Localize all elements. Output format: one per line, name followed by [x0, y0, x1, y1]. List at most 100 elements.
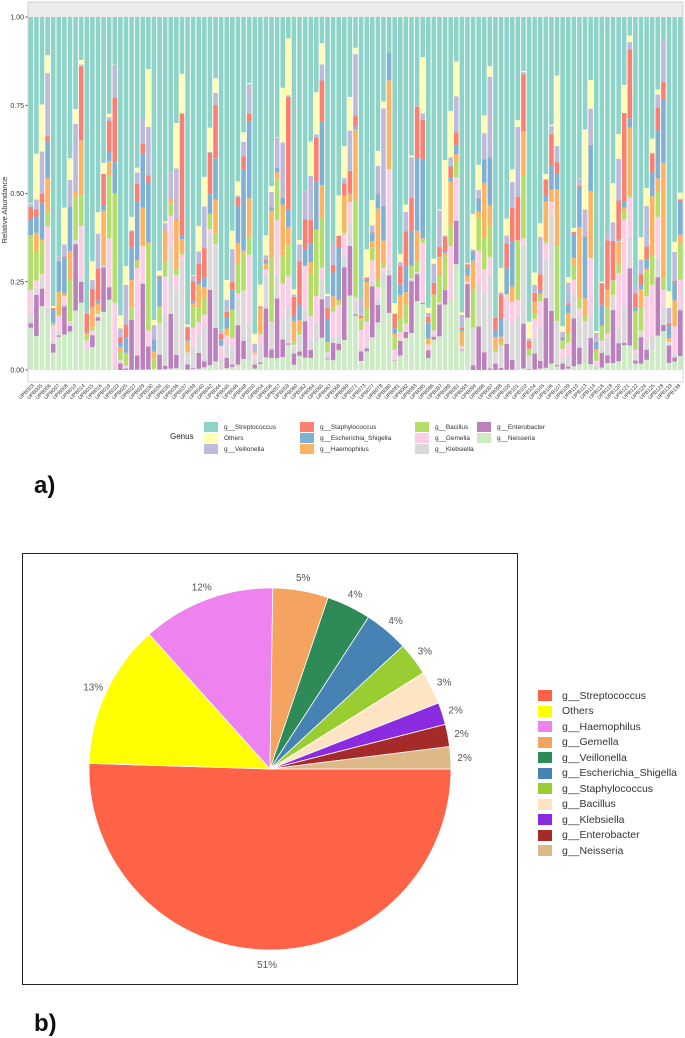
bar-segment — [600, 283, 605, 284]
bar-segment — [252, 353, 257, 354]
bar-segment — [398, 340, 403, 341]
bar-segment — [583, 298, 588, 317]
bar-segment — [314, 296, 319, 322]
bar-segment — [213, 158, 218, 199]
bar-segment — [68, 280, 73, 321]
bar-segment — [656, 217, 661, 258]
bar-segment — [292, 297, 297, 316]
bar-segment — [381, 272, 386, 282]
bar-segment — [454, 62, 459, 97]
bar-segment — [460, 329, 465, 331]
legend-label: g__Escherichia_Shigella — [320, 435, 391, 442]
legend-swatch — [538, 830, 552, 841]
bar-segment — [224, 318, 229, 329]
bar-segment — [633, 308, 638, 312]
bar-segment — [432, 340, 437, 370]
bar-segment — [68, 180, 73, 206]
bar-segment — [667, 323, 672, 325]
bar-segment — [219, 339, 224, 345]
bar-segment — [493, 350, 498, 352]
bar-segment — [628, 196, 633, 198]
bar-segment — [392, 334, 397, 337]
bar-segment — [308, 358, 313, 370]
bar-segment — [29, 219, 34, 235]
bar-segment — [566, 367, 571, 369]
bar-segment — [140, 143, 145, 154]
bar-segment — [124, 368, 129, 370]
bar-segment — [252, 344, 257, 352]
bar-segment — [353, 297, 358, 300]
bar-segment — [628, 36, 633, 43]
bar-segment — [650, 256, 655, 285]
bar-segment — [348, 194, 353, 202]
bar-segment — [437, 17, 442, 209]
pie-slice-label: 51% — [257, 960, 277, 971]
bar-segment — [661, 40, 666, 81]
bar-segment — [320, 338, 325, 370]
bar-segment — [476, 198, 481, 199]
pie-slice-label: 2% — [457, 753, 472, 764]
bar-segment — [336, 301, 341, 305]
pie-legend-item: g__Bacillus — [538, 797, 677, 813]
bar-segment — [56, 292, 61, 315]
bar-segment — [62, 294, 67, 296]
bar-segment — [611, 281, 616, 295]
bar-segment — [527, 341, 532, 349]
legend-label: g__Gemella — [562, 736, 619, 748]
bar-segment — [118, 337, 123, 343]
bar-segment — [79, 66, 84, 140]
bar-segment — [572, 280, 577, 294]
bar-segment — [90, 334, 95, 335]
bar-segment — [572, 318, 577, 366]
bar-segment — [146, 369, 151, 370]
bar-segment — [325, 308, 330, 318]
pie-legend-item: g__Staphylococcus — [538, 781, 677, 797]
bar-segment — [264, 260, 269, 262]
bar-segment — [280, 284, 285, 318]
bar-segment — [538, 17, 543, 223]
bar-segment — [297, 356, 302, 370]
bar-segment — [112, 98, 117, 162]
bar-segment — [555, 322, 560, 366]
bar-segment — [644, 360, 649, 370]
bar-segment — [560, 358, 565, 363]
bar-segment — [185, 352, 190, 364]
bar-segment — [247, 198, 252, 237]
bar-segment — [583, 129, 588, 209]
bar-segment — [420, 57, 425, 113]
bar-segment — [96, 314, 101, 316]
bar-segment — [124, 325, 129, 337]
bar-segment — [633, 313, 638, 350]
bar-segment — [79, 226, 84, 278]
bar-segment — [275, 298, 280, 358]
bar-segment — [376, 287, 381, 299]
bar-segment — [140, 207, 145, 245]
bar-segment — [544, 243, 549, 258]
bar-segment — [135, 168, 140, 173]
bar-segment — [230, 282, 235, 290]
bar-segment — [84, 340, 89, 348]
legend-swatch — [538, 783, 552, 794]
y-tick-label: 0.25 — [10, 279, 24, 286]
bar-segment — [146, 182, 151, 242]
bar-segment — [532, 369, 537, 370]
bar-segment — [241, 251, 246, 253]
bar-segment — [331, 360, 336, 370]
bar-segment — [499, 346, 504, 368]
bar-segment — [62, 296, 67, 303]
bar-segment — [527, 17, 532, 322]
bar-segment — [314, 137, 319, 181]
bar-segment — [84, 335, 89, 340]
bar-segment — [96, 316, 101, 317]
bar-segment — [213, 17, 218, 78]
bar-segment — [532, 319, 537, 338]
bar-segment — [247, 83, 252, 84]
bar-segment — [219, 346, 224, 359]
bar-segment — [544, 258, 549, 298]
legend-label: g__Staphylococcus — [320, 424, 376, 431]
bar-segment — [650, 285, 655, 336]
bar-segment — [443, 251, 448, 253]
bar-segment — [572, 234, 577, 257]
bar-segment — [437, 209, 442, 210]
bar-segment — [493, 353, 498, 364]
